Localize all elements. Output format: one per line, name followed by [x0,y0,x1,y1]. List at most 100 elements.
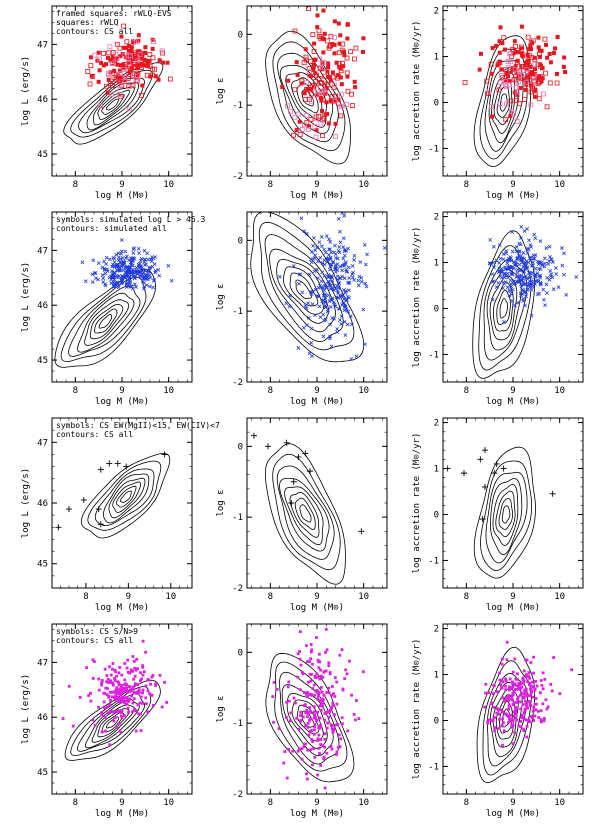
data-point [109,673,113,677]
data-point [484,682,488,686]
data-point [310,354,314,358]
data-point [318,752,321,755]
data-point [525,724,529,728]
data-point [525,246,530,251]
data-point [558,692,562,696]
data-point [334,266,339,271]
data-point [307,733,311,737]
data-point [96,277,100,282]
data-point [138,712,142,716]
data-point [487,691,491,695]
data-point [287,747,291,751]
data-point [336,280,341,285]
data-point [159,48,165,54]
data-point [118,666,122,669]
data-point [329,262,334,267]
data-point [349,322,354,327]
data-point [500,41,505,46]
data-point [324,234,329,238]
y-tick-label: -2 [232,790,243,800]
data-point [527,683,531,687]
data-point [140,52,145,57]
data-point [512,266,516,271]
data-point [306,301,311,305]
data-point [543,303,547,307]
data-point [119,75,124,80]
data-point [505,713,508,716]
data-point [524,658,527,662]
data-point [543,677,547,681]
data-point [308,117,314,122]
x-axis-label: log M (M⊙) [95,809,149,819]
data-point [523,87,528,92]
data-point [522,717,526,721]
data-point [333,121,338,126]
data-point [287,680,291,684]
data-point [339,322,344,326]
data-point [317,726,321,730]
data-point [526,58,531,63]
data-point [354,718,357,722]
legend-entry: contours: CS all [56,430,133,439]
data-point [531,263,535,268]
data-point [495,711,499,715]
data-point [144,696,148,700]
data-point [116,695,120,699]
data-point [78,696,82,699]
contour-line [115,485,137,508]
data-point [298,657,302,661]
data-point [295,716,299,720]
data-point [487,261,492,266]
data-point [519,278,524,283]
data-point [142,57,147,62]
data-point [507,695,511,699]
data-point [505,640,509,644]
x-axis-label: log M (M⊙) [486,191,540,201]
data-point [127,276,132,281]
x-tick-label: 8 [83,592,88,602]
data-point [527,281,532,286]
data-point [335,327,339,331]
data-point [497,39,502,44]
y-tick-label: 46 [37,499,48,509]
contour-line [492,688,519,748]
data-point [338,91,344,97]
data-point [141,701,144,705]
data-point [563,70,568,75]
data-point [498,73,504,78]
data-point [306,712,310,715]
contour-line [480,460,532,571]
data-point [296,675,300,679]
data-point [287,304,292,309]
data-point [524,276,529,281]
data-point [315,719,318,722]
data-point [505,285,510,290]
data-point [286,685,290,689]
data-point [169,278,174,283]
data-point [312,269,317,274]
data-point [278,274,282,279]
data-point [304,306,309,311]
y-tick-label: 2 [434,625,439,635]
data-point [536,76,541,81]
data-point [282,761,286,765]
contour-line [68,285,141,357]
data-point [133,707,136,711]
data-point [337,250,342,255]
x-tick-label: 8 [464,180,469,190]
y-tick-label: 47 [37,658,48,668]
x-tick-label: 10 [358,798,369,808]
data-point [118,701,122,704]
data-point [115,268,120,273]
data-point [529,83,534,88]
data-point [523,60,528,65]
data-point [360,49,365,54]
data-point [532,232,537,237]
data-point [309,87,314,92]
data-point [519,64,525,69]
data-point [477,456,484,463]
data-point [539,709,543,713]
data-point [113,51,119,57]
